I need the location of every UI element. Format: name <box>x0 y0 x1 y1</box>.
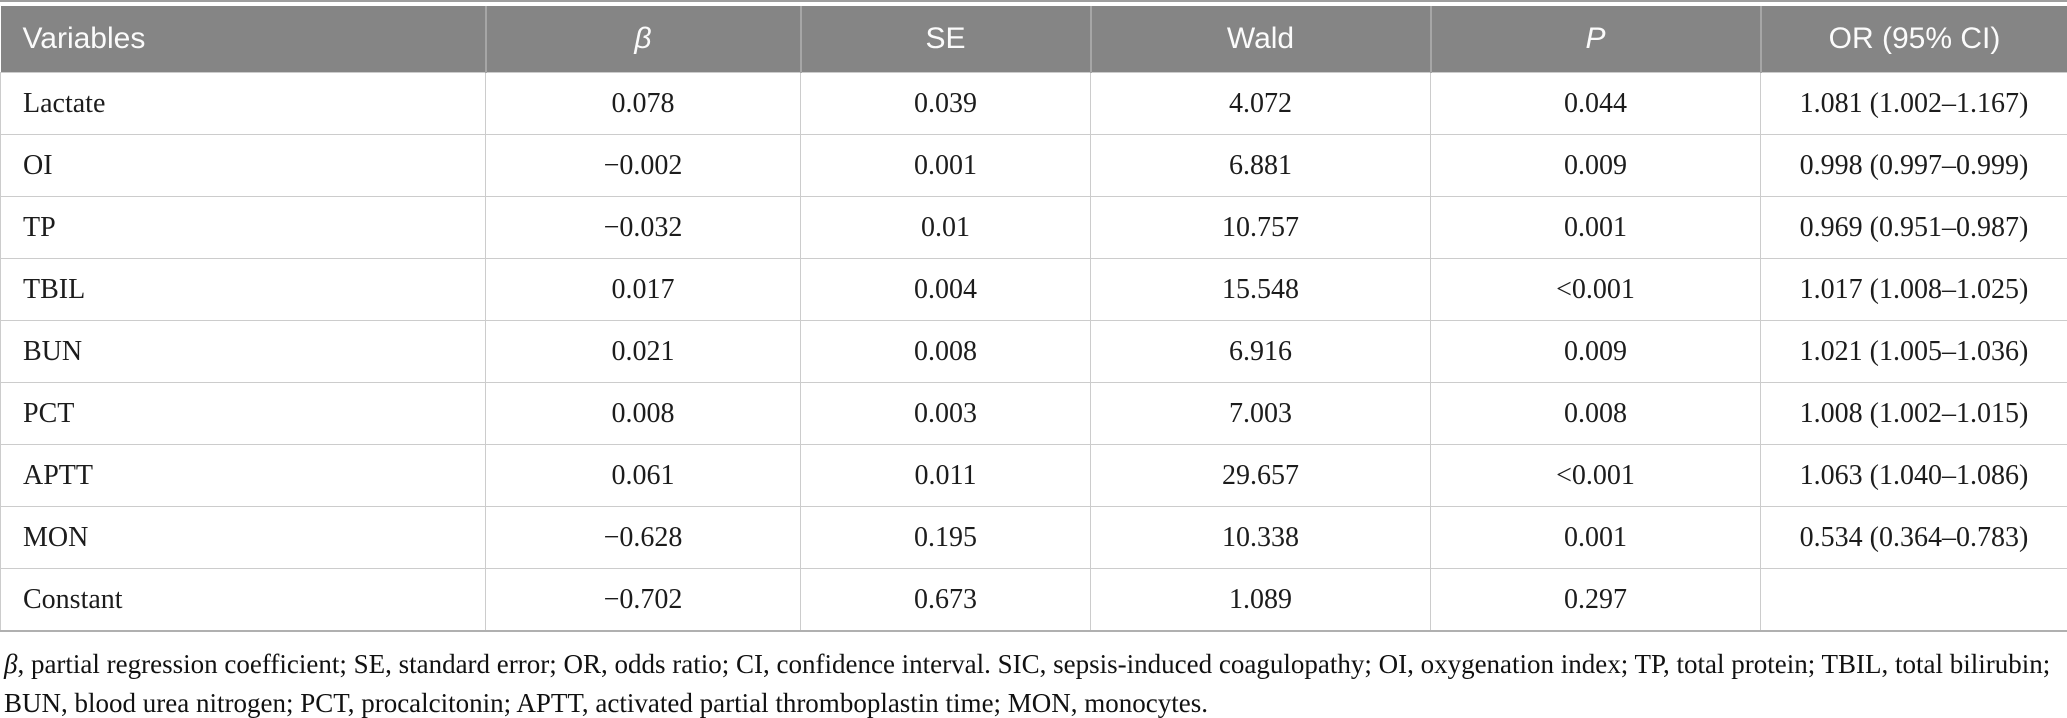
cell-p: 0.001 <box>1430 196 1761 259</box>
cell-se: 0.008 <box>800 320 1091 383</box>
table-row: MON −0.628 0.195 10.338 0.001 0.534 (0.364–0.… <box>0 506 2067 569</box>
cell-wald: 6.881 <box>1090 134 1431 197</box>
cell-or_ci: 1.021 (1.005–1.036) <box>1760 320 2067 383</box>
cell-or_ci: 1.017 (1.008–1.025) <box>1760 258 2067 321</box>
cell-variable: Lactate <box>0 72 486 135</box>
table-body: Lactate 0.078 0.039 4.072 0.044 1.081 (1.002–… <box>0 72 2067 632</box>
cell-beta: 0.061 <box>485 444 801 507</box>
cell-p: 0.001 <box>1430 506 1761 569</box>
column-header-p: P <box>1429 6 1761 73</box>
cell-se: 0.011 <box>800 444 1091 507</box>
table-footnote: β, partial regression coefficient; SE, s… <box>4 645 2063 718</box>
cell-variable: Constant <box>0 568 486 632</box>
cell-or_ci: 1.081 (1.002–1.167) <box>1760 72 2067 135</box>
cell-variable: TBIL <box>0 258 486 321</box>
cell-beta: 0.008 <box>485 382 801 445</box>
table-row: PCT 0.008 0.003 7.003 0.008 1.008 (1.002–1.01… <box>0 382 2067 445</box>
cell-se: 0.004 <box>800 258 1091 321</box>
cell-beta: −0.032 <box>485 196 801 259</box>
cell-se: 0.039 <box>800 72 1091 135</box>
cell-wald: 7.003 <box>1090 382 1431 445</box>
table-row: APTT 0.061 0.011 29.657 <0.001 1.063 (1.040–1… <box>0 444 2067 507</box>
column-header-wald: Wald <box>1089 6 1431 73</box>
table-top-border <box>0 0 2067 2</box>
cell-or_ci: 0.969 (0.951–0.987) <box>1760 196 2067 259</box>
cell-p: 0.009 <box>1430 134 1761 197</box>
table-row: TP −0.032 0.01 10.757 0.001 0.969 (0.951–0.98… <box>0 196 2067 259</box>
cell-se: 0.673 <box>800 568 1091 632</box>
cell-beta: −0.702 <box>485 568 801 632</box>
cell-beta: 0.078 <box>485 72 801 135</box>
column-header-variable: Variables <box>0 6 486 73</box>
cell-p: 0.044 <box>1430 72 1761 135</box>
cell-p: 0.008 <box>1430 382 1761 445</box>
header-row: Variables β SE Wald P OR (95% CI) <box>0 6 2067 73</box>
cell-beta: 0.017 <box>485 258 801 321</box>
footnote-beta-symbol: β <box>4 649 18 679</box>
cell-beta: −0.002 <box>485 134 801 197</box>
cell-se: 0.003 <box>800 382 1091 445</box>
table-row: TBIL 0.017 0.004 15.548 <0.001 1.017 (1.008–1… <box>0 258 2067 321</box>
table-row: Lactate 0.078 0.039 4.072 0.044 1.081 (1.002–… <box>0 72 2067 135</box>
cell-or_ci: 0.534 (0.364–0.783) <box>1760 506 2067 569</box>
cell-p: 0.009 <box>1430 320 1761 383</box>
table-row: OI −0.002 0.001 6.881 0.009 0.998 (0.997–0.99… <box>0 134 2067 197</box>
cell-wald: 1.089 <box>1090 568 1431 632</box>
cell-or_ci <box>1760 568 2067 632</box>
cell-p: <0.001 <box>1430 258 1761 321</box>
cell-beta: −0.628 <box>485 506 801 569</box>
cell-variable: OI <box>0 134 486 197</box>
cell-variable: APTT <box>0 444 486 507</box>
column-header-beta: β <box>484 6 801 73</box>
cell-p: 0.297 <box>1430 568 1761 632</box>
cell-wald: 10.757 <box>1090 196 1431 259</box>
cell-or_ci: 1.008 (1.002–1.015) <box>1760 382 2067 445</box>
table-row: Constant −0.702 0.673 1.089 0.297 <box>0 568 2067 632</box>
cell-or_ci: 1.063 (1.040–1.086) <box>1760 444 2067 507</box>
cell-wald: 15.548 <box>1090 258 1431 321</box>
table-row: BUN 0.021 0.008 6.916 0.009 1.021 (1.005–1.03… <box>0 320 2067 383</box>
cell-wald: 4.072 <box>1090 72 1431 135</box>
cell-p: <0.001 <box>1430 444 1761 507</box>
column-header-or_ci: OR (95% CI) <box>1759 6 2067 73</box>
cell-variable: MON <box>0 506 486 569</box>
cell-se: 0.195 <box>800 506 1091 569</box>
column-header-se: SE <box>799 6 1091 73</box>
cell-or_ci: 0.998 (0.997–0.999) <box>1760 134 2067 197</box>
cell-wald: 6.916 <box>1090 320 1431 383</box>
cell-variable: PCT <box>0 382 486 445</box>
cell-wald: 10.338 <box>1090 506 1431 569</box>
cell-se: 0.001 <box>800 134 1091 197</box>
cell-variable: TP <box>0 196 486 259</box>
footnote-text: , partial regression coefficient; SE, st… <box>4 649 2051 718</box>
cell-se: 0.01 <box>800 196 1091 259</box>
cell-beta: 0.021 <box>485 320 801 383</box>
logistic-regression-table: Variables β SE Wald P OR (95% CI) Lactate 0.07… <box>0 6 2067 632</box>
cell-wald: 29.657 <box>1090 444 1431 507</box>
cell-variable: BUN <box>0 320 486 383</box>
